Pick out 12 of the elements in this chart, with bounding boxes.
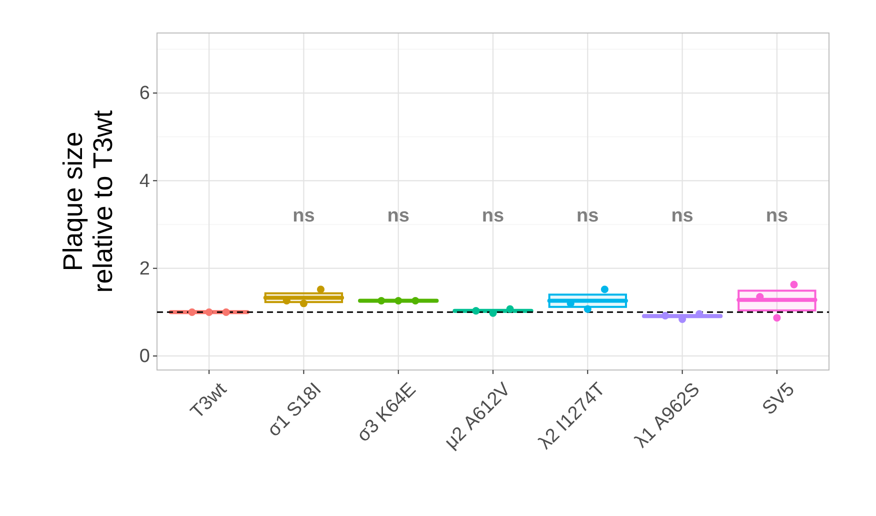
annotation: ns <box>671 206 694 227</box>
y-tick-label: 0 <box>139 346 150 368</box>
annotation: ns <box>292 206 315 227</box>
annotation: ns <box>766 206 788 227</box>
annotation: ns <box>576 206 599 227</box>
y-tick-label: 4 <box>139 170 150 192</box>
y-axis-title: Plaque size relative to T3wt <box>58 110 118 293</box>
annotation: ns <box>387 206 410 227</box>
y-tick-label: 2 <box>139 258 150 280</box>
x-tick-label: SV5 <box>758 379 799 420</box>
annotation: ns <box>482 206 504 227</box>
y-tick-label: 6 <box>139 83 150 104</box>
